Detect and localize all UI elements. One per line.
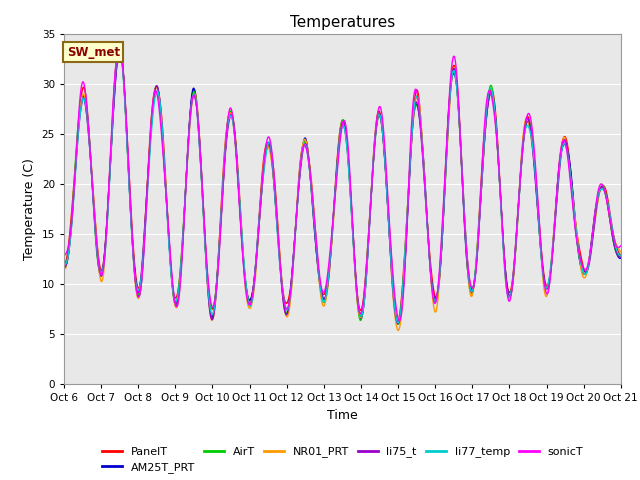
Line: AirT: AirT: [64, 48, 621, 324]
li75_t: [394, 321, 402, 326]
PanelT: [115, 39, 123, 45]
sonicT: [126, 194, 134, 200]
li75_t: [60, 264, 68, 270]
li77_temp: [126, 203, 134, 208]
NR01_PRT: [378, 117, 385, 123]
AM25T_PRT: [308, 198, 316, 204]
AM25T_PRT: [297, 162, 305, 168]
AM25T_PRT: [617, 255, 625, 261]
sonicT: [378, 107, 385, 113]
NR01_PRT: [126, 197, 134, 203]
PanelT: [297, 156, 305, 161]
li75_t: [378, 119, 385, 124]
PanelT: [394, 318, 402, 324]
AirT: [394, 322, 402, 327]
AM25T_PRT: [318, 293, 326, 299]
sonicT: [115, 46, 123, 52]
AirT: [115, 46, 123, 51]
li75_t: [103, 216, 111, 221]
AirT: [126, 200, 134, 205]
sonicT: [396, 318, 403, 324]
PanelT: [617, 252, 625, 257]
Legend: PanelT, AM25T_PRT, AirT, NR01_PRT, li75_t, li77_temp, sonicT: PanelT, AM25T_PRT, AirT, NR01_PRT, li75_…: [97, 442, 588, 478]
NR01_PRT: [297, 158, 305, 164]
li77_temp: [103, 223, 111, 229]
li75_t: [308, 195, 316, 201]
Line: AM25T_PRT: AM25T_PRT: [64, 48, 621, 324]
li77_temp: [297, 161, 305, 167]
sonicT: [308, 191, 316, 196]
li77_temp: [60, 263, 68, 268]
PanelT: [60, 262, 68, 267]
PanelT: [308, 186, 316, 192]
AirT: [60, 263, 68, 268]
sonicT: [617, 243, 625, 249]
li75_t: [318, 292, 326, 298]
sonicT: [318, 288, 326, 293]
NR01_PRT: [115, 42, 123, 48]
PanelT: [103, 216, 111, 221]
Line: li77_temp: li77_temp: [64, 49, 621, 323]
AirT: [308, 196, 316, 202]
AM25T_PRT: [60, 265, 68, 271]
sonicT: [297, 160, 305, 166]
AM25T_PRT: [126, 200, 134, 206]
li77_temp: [115, 46, 123, 52]
li77_temp: [394, 320, 402, 326]
Y-axis label: Temperature (C): Temperature (C): [23, 158, 36, 260]
li77_temp: [308, 194, 316, 200]
sonicT: [60, 252, 68, 258]
li77_temp: [318, 296, 326, 301]
Title: Temperatures: Temperatures: [290, 15, 395, 30]
li75_t: [126, 199, 134, 204]
Line: PanelT: PanelT: [64, 42, 621, 321]
PanelT: [378, 117, 385, 122]
NR01_PRT: [394, 327, 402, 333]
AM25T_PRT: [378, 117, 385, 122]
Line: li75_t: li75_t: [64, 49, 621, 324]
AM25T_PRT: [394, 321, 402, 327]
AirT: [297, 158, 305, 164]
NR01_PRT: [308, 189, 316, 194]
Text: SW_met: SW_met: [67, 46, 120, 59]
NR01_PRT: [318, 300, 326, 306]
Line: NR01_PRT: NR01_PRT: [64, 45, 621, 330]
PanelT: [126, 191, 134, 196]
AirT: [617, 253, 625, 259]
X-axis label: Time: Time: [327, 408, 358, 421]
li77_temp: [617, 252, 625, 258]
NR01_PRT: [103, 219, 111, 225]
NR01_PRT: [60, 264, 68, 270]
PanelT: [318, 290, 326, 296]
li77_temp: [378, 118, 385, 123]
AM25T_PRT: [116, 46, 124, 51]
NR01_PRT: [617, 249, 625, 255]
AirT: [318, 296, 326, 302]
li75_t: [116, 46, 124, 52]
Line: sonicT: sonicT: [64, 49, 621, 321]
li75_t: [297, 166, 305, 171]
li75_t: [617, 254, 625, 260]
AirT: [103, 220, 111, 226]
AM25T_PRT: [103, 217, 111, 223]
sonicT: [103, 218, 111, 224]
AirT: [378, 119, 385, 124]
